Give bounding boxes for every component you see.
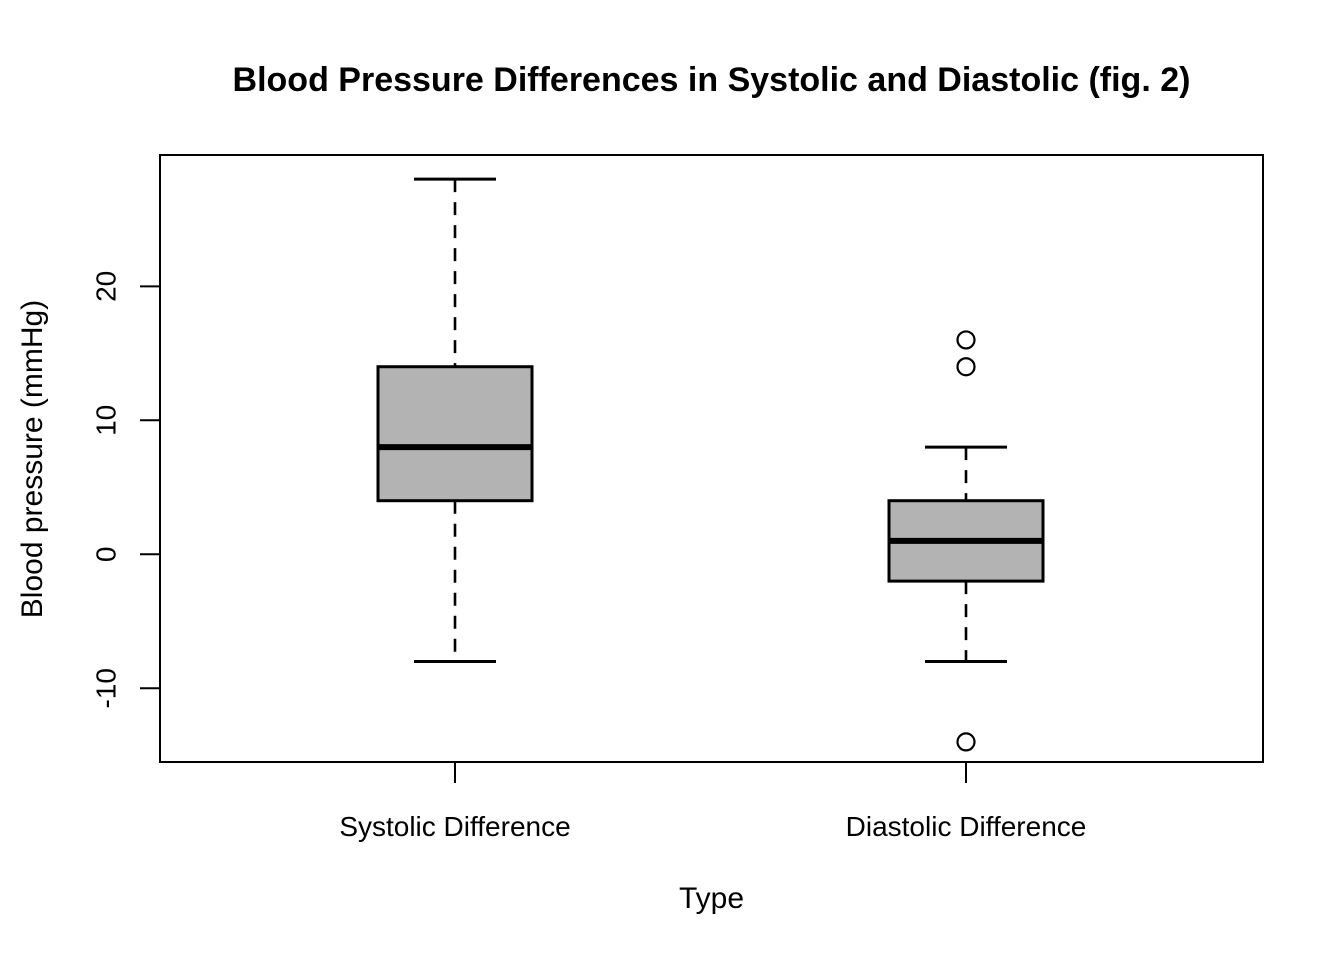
outlier-point bbox=[956, 732, 976, 752]
y-axis-label: Blood pressure (mmHg) bbox=[16, 299, 49, 619]
x-tick-label: Systolic Difference bbox=[339, 811, 570, 842]
outlier-point bbox=[956, 357, 976, 377]
iqr-box bbox=[376, 365, 534, 503]
chart-title: Blood Pressure Differences in Systolic a… bbox=[232, 61, 1191, 99]
y-tick-label: 20 bbox=[90, 271, 121, 302]
y-tick-label: 0 bbox=[90, 547, 121, 563]
plot-frame bbox=[159, 154, 1264, 763]
x-axis-label: Type bbox=[678, 882, 745, 915]
y-tick-label: -10 bbox=[90, 668, 121, 708]
y-tick-label: 10 bbox=[90, 405, 121, 436]
outlier-point bbox=[956, 330, 976, 350]
x-tick-label: Diastolic Difference bbox=[846, 811, 1087, 842]
